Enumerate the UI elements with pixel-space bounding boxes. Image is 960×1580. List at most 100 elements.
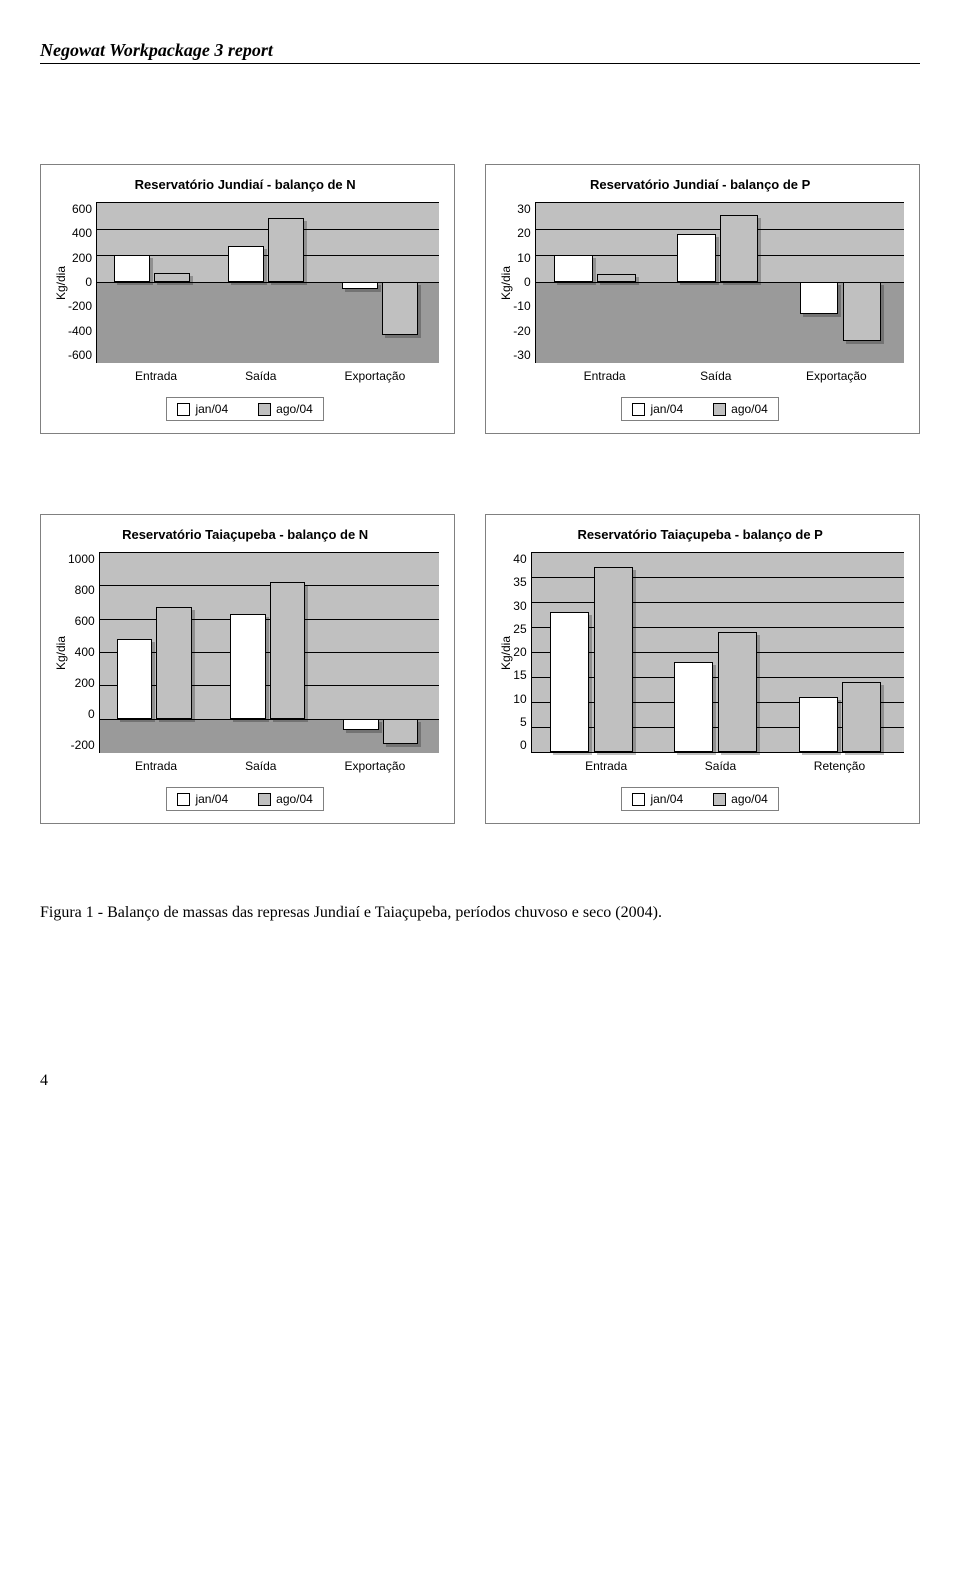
chart-jundiai-p: Reservatório Jundiaí - balanço de P Kg/di…: [485, 164, 920, 434]
legend-label: jan/04: [195, 402, 228, 416]
legend-label: ago/04: [276, 792, 313, 806]
y-axis-label: Kg/dia: [496, 552, 513, 753]
y-tick: 20: [513, 226, 530, 240]
chart-title: Reservatório Jundiaí - balanço de N: [51, 177, 439, 192]
y-tick: -10: [513, 299, 530, 313]
bar: [843, 282, 882, 341]
y-tick: 20: [513, 645, 526, 659]
legend-item: ago/04: [713, 402, 768, 416]
x-category: Exportação: [806, 369, 867, 383]
x-category: Saída: [700, 369, 731, 383]
y-tick: -30: [513, 348, 530, 362]
legend-swatch: [713, 793, 726, 806]
x-category: Exportação: [345, 759, 406, 773]
bar: [114, 255, 150, 282]
legend-item: jan/04: [632, 792, 683, 806]
x-category: Entrada: [135, 369, 177, 383]
bar: [842, 682, 881, 752]
y-tick: 400: [68, 645, 95, 659]
legend-item: jan/04: [632, 402, 683, 416]
x-category: Saída: [245, 369, 276, 383]
y-tick: 400: [68, 226, 92, 240]
y-tick: 200: [68, 251, 92, 265]
legend-item: ago/04: [258, 792, 313, 806]
x-category: Retenção: [814, 759, 865, 773]
y-tick: 35: [513, 575, 526, 589]
legend-label: ago/04: [731, 402, 768, 416]
y-axis-label: Kg/dia: [496, 202, 513, 363]
legend-swatch: [258, 793, 271, 806]
chart-taia-p: Reservatório Taiaçupeba - balanço de P Kg…: [485, 514, 920, 824]
chart-row-1: Reservatório Jundiaí - balanço de N Kg/di…: [40, 164, 920, 434]
chart-row-2: Reservatório Taiaçupeba - balanço de N Kg…: [40, 514, 920, 824]
legend-swatch: [713, 403, 726, 416]
legend-label: jan/04: [195, 792, 228, 806]
bar: [383, 719, 419, 744]
bar: [718, 632, 757, 752]
bar: [720, 215, 759, 282]
x-category: Saída: [245, 759, 276, 773]
bar: [270, 582, 306, 719]
y-tick: 30: [513, 599, 526, 613]
bar: [594, 567, 633, 752]
bar: [597, 274, 636, 282]
y-tick: 10: [513, 251, 530, 265]
legend-label: ago/04: [731, 792, 768, 806]
bar: [554, 255, 593, 282]
legend-swatch: [177, 793, 190, 806]
chart-title: Reservatório Jundiaí - balanço de P: [496, 177, 904, 192]
x-category: Exportação: [345, 369, 406, 383]
legend-swatch: [632, 793, 645, 806]
bar: [230, 614, 266, 719]
y-tick: 0: [68, 275, 92, 289]
x-category: Saída: [705, 759, 736, 773]
y-tick: 25: [513, 622, 526, 636]
legend-label: jan/04: [650, 402, 683, 416]
bar: [117, 639, 153, 719]
y-tick: 15: [513, 668, 526, 682]
bar: [228, 246, 264, 282]
chart-jundiai-n: Reservatório Jundiaí - balanço de N Kg/di…: [40, 164, 455, 434]
y-tick: 0: [513, 738, 526, 752]
bar: [268, 218, 304, 282]
bar: [674, 662, 713, 752]
figure-caption: Figura 1 - Balanço de massas das represa…: [40, 904, 920, 922]
y-tick: 0: [68, 707, 95, 721]
y-tick: -200: [68, 738, 95, 752]
bar: [342, 282, 378, 289]
legend-item: jan/04: [177, 402, 228, 416]
legend-item: ago/04: [258, 402, 313, 416]
bar: [156, 607, 192, 719]
y-tick: 5: [513, 715, 526, 729]
page-number: 4: [40, 1072, 920, 1090]
y-axis-label: Kg/dia: [51, 552, 68, 753]
bar: [343, 719, 379, 731]
y-tick: 800: [68, 583, 95, 597]
legend-swatch: [177, 403, 190, 416]
chart-title: Reservatório Taiaçupeba - balanço de P: [496, 527, 904, 542]
legend-item: jan/04: [177, 792, 228, 806]
x-category: Entrada: [585, 759, 627, 773]
chart-taia-n: Reservatório Taiaçupeba - balanço de N Kg…: [40, 514, 455, 824]
chart-title: Reservatório Taiaçupeba - balanço de N: [51, 527, 439, 542]
legend-swatch: [632, 403, 645, 416]
y-tick: -400: [68, 324, 92, 338]
legend-label: jan/04: [650, 792, 683, 806]
y-tick: 10: [513, 692, 526, 706]
bar: [550, 612, 589, 752]
y-tick: 30: [513, 202, 530, 216]
y-axis-label: Kg/dia: [51, 202, 68, 363]
y-tick: 0: [513, 275, 530, 289]
y-tick: 200: [68, 676, 95, 690]
y-tick: -200: [68, 299, 92, 313]
bar: [799, 697, 838, 752]
bar: [382, 282, 418, 335]
x-category: Entrada: [584, 369, 626, 383]
y-tick: -600: [68, 348, 92, 362]
bar: [677, 234, 716, 282]
bar: [800, 282, 839, 314]
y-tick: 40: [513, 552, 526, 566]
x-category: Entrada: [135, 759, 177, 773]
y-tick: 600: [68, 202, 92, 216]
legend-item: ago/04: [713, 792, 768, 806]
